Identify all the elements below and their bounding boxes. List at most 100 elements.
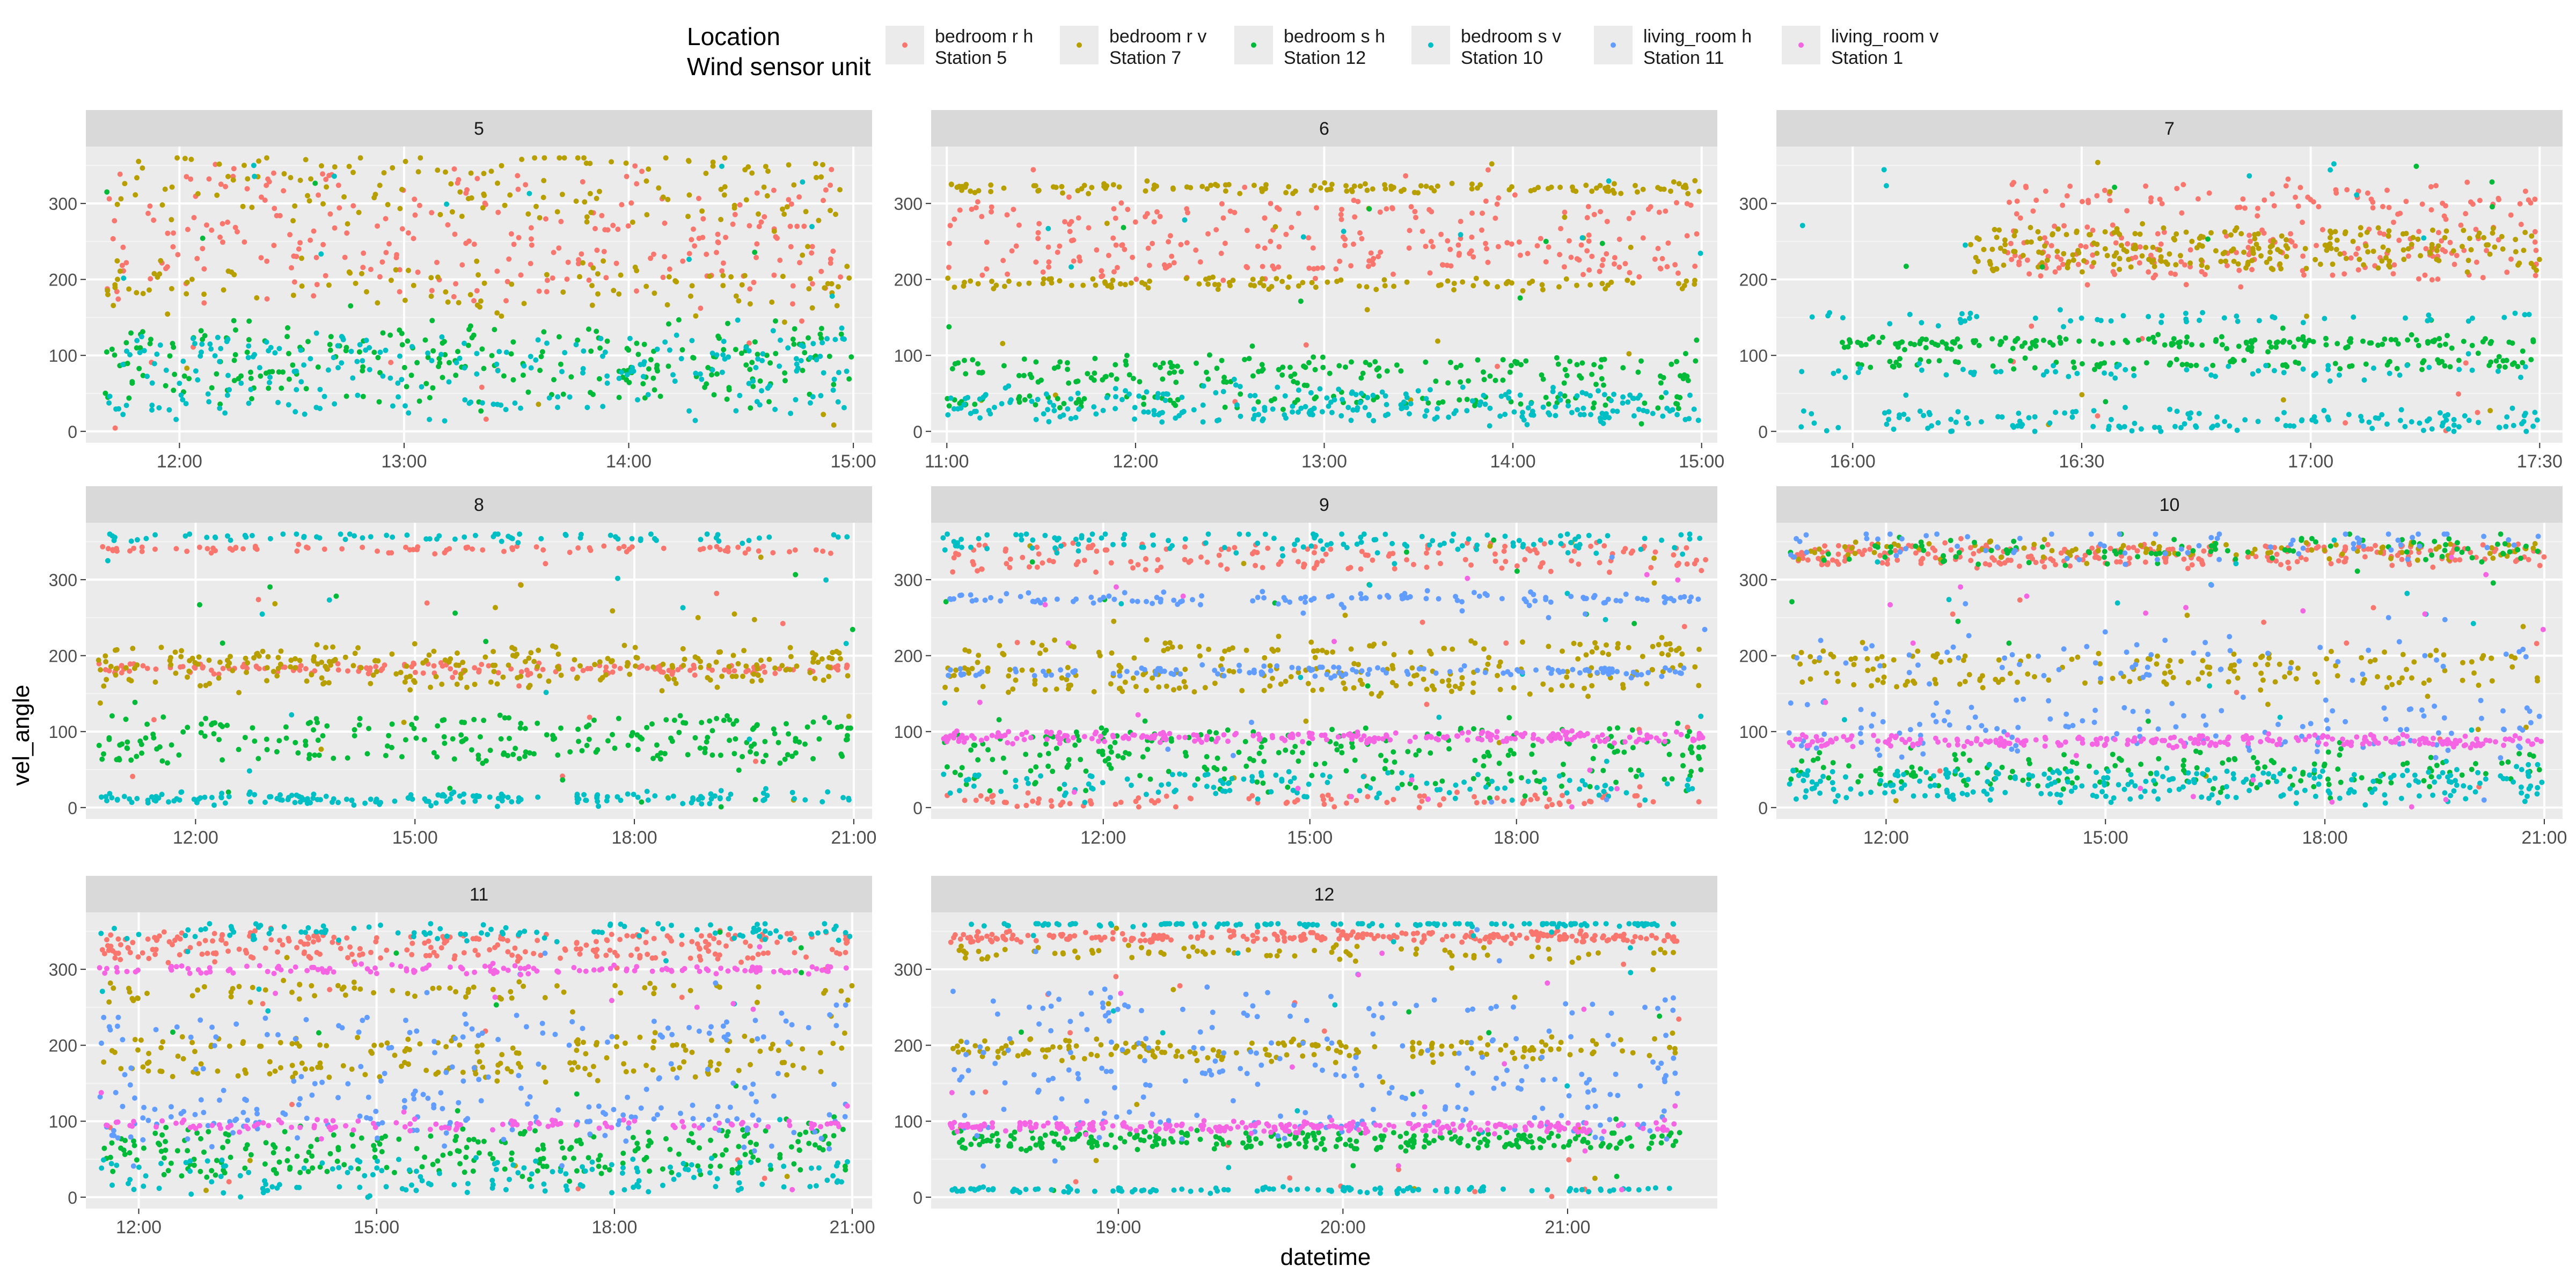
data-point — [258, 373, 264, 379]
data-point — [1162, 398, 1168, 404]
data-point — [1041, 276, 1046, 282]
data-point — [507, 736, 512, 741]
data-point — [2370, 205, 2376, 211]
data-point — [555, 652, 561, 657]
data-point — [2281, 409, 2287, 415]
data-point — [829, 293, 835, 299]
data-point — [2322, 316, 2328, 321]
data-point — [1940, 339, 1945, 345]
data-point — [618, 272, 624, 278]
data-point — [495, 209, 501, 215]
data-point — [1116, 184, 1122, 190]
data-point — [345, 668, 350, 674]
data-point — [822, 715, 828, 721]
data-point — [1598, 364, 1604, 370]
data-point — [1276, 244, 1282, 250]
data-point — [428, 684, 433, 690]
data-point — [1222, 240, 1228, 246]
data-point — [1908, 341, 1914, 347]
data-point — [541, 155, 547, 161]
data-point — [1113, 386, 1118, 392]
data-point — [143, 735, 149, 741]
data-point — [584, 214, 590, 220]
data-point — [696, 195, 701, 201]
data-point — [1507, 369, 1513, 375]
data-point — [2300, 320, 2306, 326]
data-point — [1640, 235, 1646, 241]
data-point — [209, 227, 215, 233]
data-point — [1133, 799, 1139, 804]
data-point — [962, 647, 968, 653]
data-point — [249, 533, 255, 538]
data-point — [1390, 665, 1396, 671]
data-point — [2074, 228, 2080, 234]
data-point — [1642, 400, 1648, 406]
data-point — [2110, 269, 2116, 275]
data-point — [1923, 345, 1929, 350]
data-point — [355, 392, 361, 398]
data-point — [2386, 228, 2392, 234]
data-point — [984, 796, 990, 802]
data-point — [657, 756, 663, 762]
data-point — [249, 204, 255, 210]
data-point — [1167, 640, 1173, 646]
data-point — [516, 683, 522, 689]
data-point — [541, 178, 547, 184]
data-point — [227, 546, 233, 552]
data-point — [228, 654, 233, 660]
data-point — [601, 248, 607, 254]
data-point — [621, 642, 627, 648]
data-point — [275, 655, 281, 661]
data-point — [810, 341, 816, 347]
data-point — [2079, 392, 2085, 398]
data-point — [1113, 406, 1118, 412]
data-point — [770, 328, 776, 334]
data-point — [1124, 353, 1130, 358]
data-point — [1423, 396, 1429, 401]
data-point — [2002, 248, 2008, 254]
data-point — [179, 648, 185, 654]
data-point — [333, 593, 339, 599]
data-point — [1495, 672, 1500, 678]
data-point — [2255, 419, 2261, 425]
data-point — [1366, 258, 1372, 264]
data-point — [594, 195, 599, 201]
data-point — [1202, 685, 1208, 691]
data-point — [1259, 362, 1265, 368]
data-point — [2432, 337, 2438, 343]
data-point — [1357, 230, 1363, 236]
data-point — [1590, 405, 1596, 411]
data-point — [975, 361, 980, 367]
scatter-series — [946, 167, 1700, 405]
data-point — [160, 714, 166, 720]
data-point — [660, 194, 666, 200]
data-point — [552, 735, 558, 741]
data-point — [2014, 198, 2020, 204]
data-point — [399, 754, 405, 760]
data-point — [386, 550, 392, 556]
data-point — [693, 313, 699, 319]
data-point — [1602, 286, 1608, 292]
data-point — [1465, 540, 1470, 546]
data-point — [1198, 554, 1204, 560]
data-point — [1197, 653, 1203, 659]
data-point — [1170, 185, 1176, 191]
data-point — [2530, 337, 2536, 343]
data-point — [1344, 800, 1349, 806]
data-point — [2429, 426, 2435, 432]
data-point — [539, 349, 545, 355]
data-point — [280, 531, 286, 537]
data-point — [1029, 398, 1035, 404]
data-point — [746, 538, 752, 544]
data-point — [2068, 318, 2074, 324]
data-point — [1496, 195, 1502, 201]
data-point — [1113, 801, 1118, 807]
data-point — [1382, 393, 1388, 399]
data-point — [139, 750, 144, 756]
data-point — [828, 208, 833, 214]
legend-label-line2: Station 5 — [935, 48, 1007, 68]
data-point — [1440, 262, 1446, 268]
data-point — [264, 339, 269, 345]
data-point — [1058, 802, 1064, 808]
